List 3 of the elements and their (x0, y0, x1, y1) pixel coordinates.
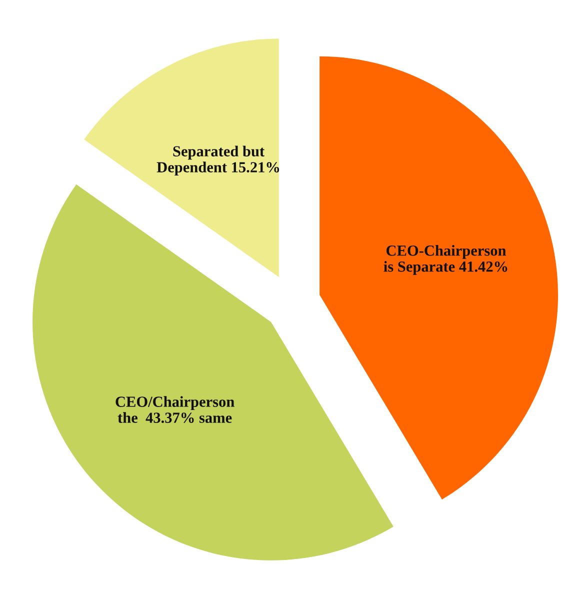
slice-label: Separated but Dependent 15.21% (156, 146, 280, 176)
slice-label: CEO/Chairperson the 43.37% same (116, 396, 234, 423)
slice-label: CEO-Chairperson is Separate 41.42% (384, 245, 508, 275)
